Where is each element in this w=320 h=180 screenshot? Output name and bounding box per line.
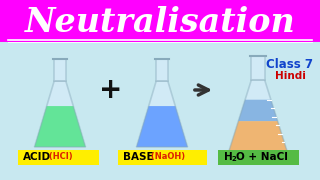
Text: BASE: BASE <box>123 152 154 162</box>
Text: (NaOH): (NaOH) <box>148 152 185 161</box>
Text: +: + <box>99 76 123 104</box>
FancyBboxPatch shape <box>117 150 206 165</box>
Text: ACID: ACID <box>23 152 51 162</box>
FancyBboxPatch shape <box>18 150 99 165</box>
Text: (HCl): (HCl) <box>46 152 73 161</box>
Polygon shape <box>35 106 85 147</box>
Polygon shape <box>136 81 188 147</box>
FancyBboxPatch shape <box>0 0 320 42</box>
Polygon shape <box>35 81 85 147</box>
Text: Neutralisation: Neutralisation <box>25 6 295 39</box>
Polygon shape <box>229 80 287 151</box>
FancyBboxPatch shape <box>218 150 299 165</box>
Polygon shape <box>136 106 188 147</box>
Text: Hindi: Hindi <box>275 71 305 81</box>
Polygon shape <box>156 59 168 81</box>
Polygon shape <box>252 56 265 80</box>
Text: H: H <box>224 152 233 161</box>
Polygon shape <box>238 100 278 121</box>
Polygon shape <box>229 121 287 151</box>
Polygon shape <box>54 59 66 81</box>
Text: O + NaCl: O + NaCl <box>236 152 288 161</box>
Text: Class 7: Class 7 <box>267 57 314 71</box>
Text: 2: 2 <box>231 156 236 162</box>
